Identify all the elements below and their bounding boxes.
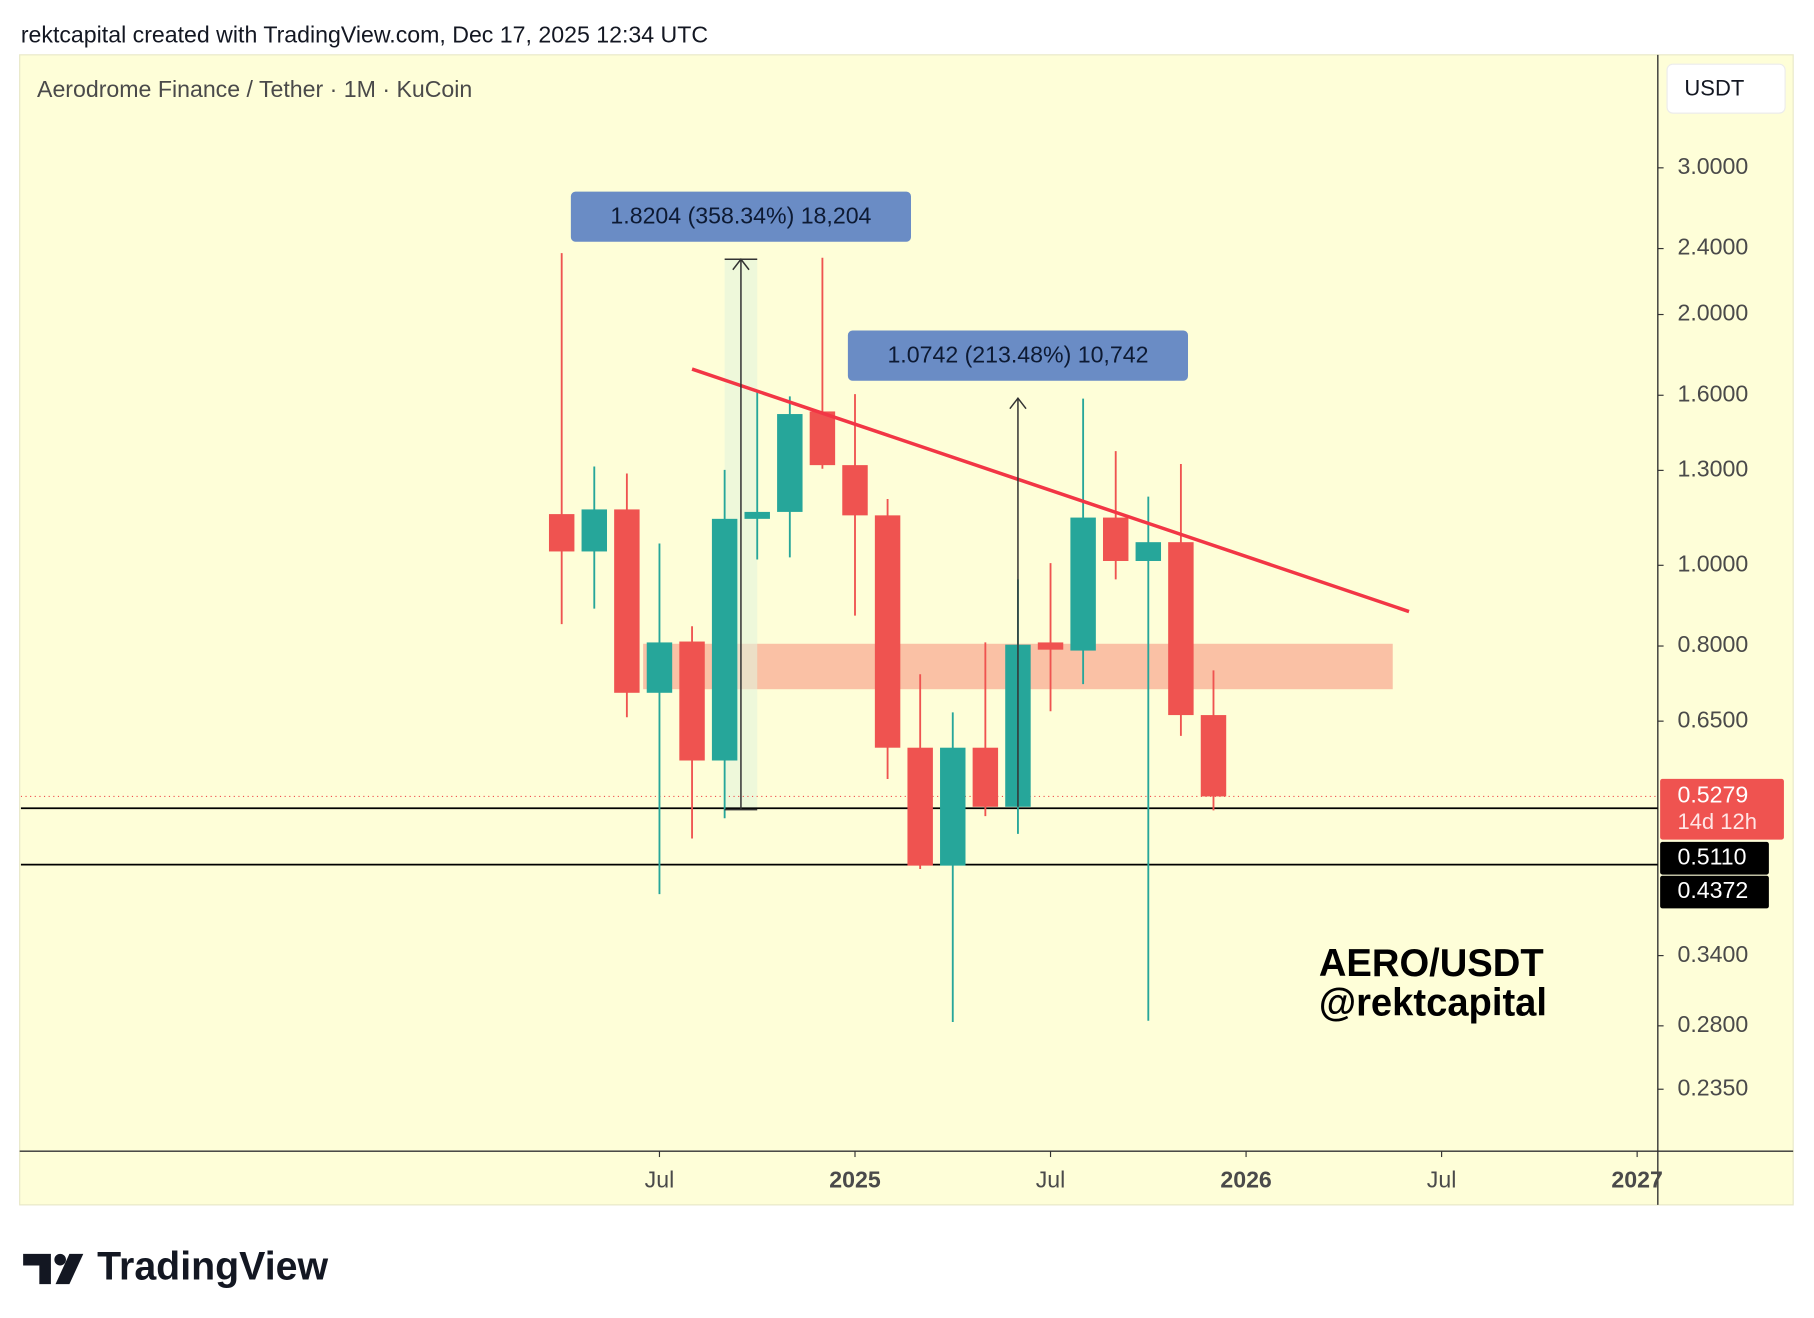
watermark-line: AERO/USDT <box>1319 942 1544 985</box>
candle-body <box>1070 517 1096 651</box>
last-price-box <box>1660 778 1784 840</box>
y-tick-label: 1.3000 <box>1677 455 1748 481</box>
measure-label-box <box>847 330 1189 381</box>
candle-body <box>972 747 999 807</box>
candle-body <box>907 747 933 866</box>
y-tick-label: 3.0000 <box>1677 153 1748 179</box>
measure-arrowhead <box>1009 396 1027 410</box>
measure-label: 1.8204 (358.34%) 18,204 <box>610 202 871 228</box>
y-tick-label: 0.3400 <box>1677 941 1748 967</box>
x-tick-label: Jul <box>1036 1167 1066 1193</box>
chart-background <box>19 54 1794 1206</box>
axes: 3.0000 2.4000 2.0000 1.6000 1.3000 1.0000 0.80… <box>570 153 1784 1193</box>
candle-body <box>1200 715 1227 797</box>
candle-body <box>744 511 770 519</box>
candle-body <box>1135 542 1162 561</box>
candle-body <box>874 515 901 748</box>
candle-body <box>679 641 705 761</box>
currency-button[interactable] <box>1666 63 1786 114</box>
candle-body <box>842 465 868 516</box>
logo-mark <box>54 1253 66 1266</box>
candle-body <box>614 509 640 693</box>
y-tick-label: 0.2800 <box>1677 1011 1748 1037</box>
candle-body <box>1168 542 1194 716</box>
x-tick-label: Jul <box>645 1167 675 1193</box>
candle-body <box>711 518 738 761</box>
currency-label: USDT <box>1684 76 1744 101</box>
candle-body <box>777 414 803 512</box>
y-tick-label: 2.4000 <box>1677 234 1748 260</box>
y-tick-label: 1.0000 <box>1677 550 1748 576</box>
x-tick-label: Jul <box>1427 1167 1457 1193</box>
candle-body <box>809 411 836 466</box>
candle-body <box>646 642 673 693</box>
candle-body <box>1102 517 1129 561</box>
x-tick-label: 2027 <box>1611 1167 1662 1193</box>
y-tick-label: 0.6500 <box>1677 706 1748 732</box>
level-box <box>1660 875 1769 909</box>
y-tick-label: 2.0000 <box>1677 300 1748 326</box>
tradingview-logo: TradingView <box>23 1244 328 1289</box>
measure-label: 1.0742 (213.48%) 10,742 <box>887 341 1148 367</box>
candle-body <box>1037 642 1064 650</box>
logo-mark <box>23 1253 51 1285</box>
y-tick-label: 0.2350 <box>1677 1074 1748 1100</box>
x-tick-label: 2026 <box>1220 1167 1272 1193</box>
watermark-line: @rektcapital <box>1319 981 1547 1024</box>
logo-mark <box>55 1253 84 1285</box>
level-box <box>1660 841 1769 875</box>
measure-label-box <box>570 191 911 242</box>
y-tick-label: 1.6000 <box>1677 380 1748 406</box>
symbol-title: Aerodrome Finance / Tether · 1M · KuCoin <box>37 76 472 102</box>
plot-area <box>20 253 1658 1022</box>
x-tick-label: 2025 <box>829 1167 881 1193</box>
trendline <box>691 367 1410 614</box>
last-price-label: 0.5279 <box>1677 782 1748 808</box>
footer-brand: TradingView <box>97 1244 328 1288</box>
y-tick-label: 0.8000 <box>1677 631 1748 657</box>
level-label: 0.5110 <box>1677 843 1746 869</box>
header-text: rektcapital created with TradingView.com… <box>21 21 708 47</box>
level-label: 0.4372 <box>1677 877 1748 903</box>
candle-body <box>548 514 575 552</box>
countdown-label: 14d 12h <box>1677 809 1756 834</box>
candle-body <box>581 509 608 552</box>
candle-body <box>940 747 966 866</box>
